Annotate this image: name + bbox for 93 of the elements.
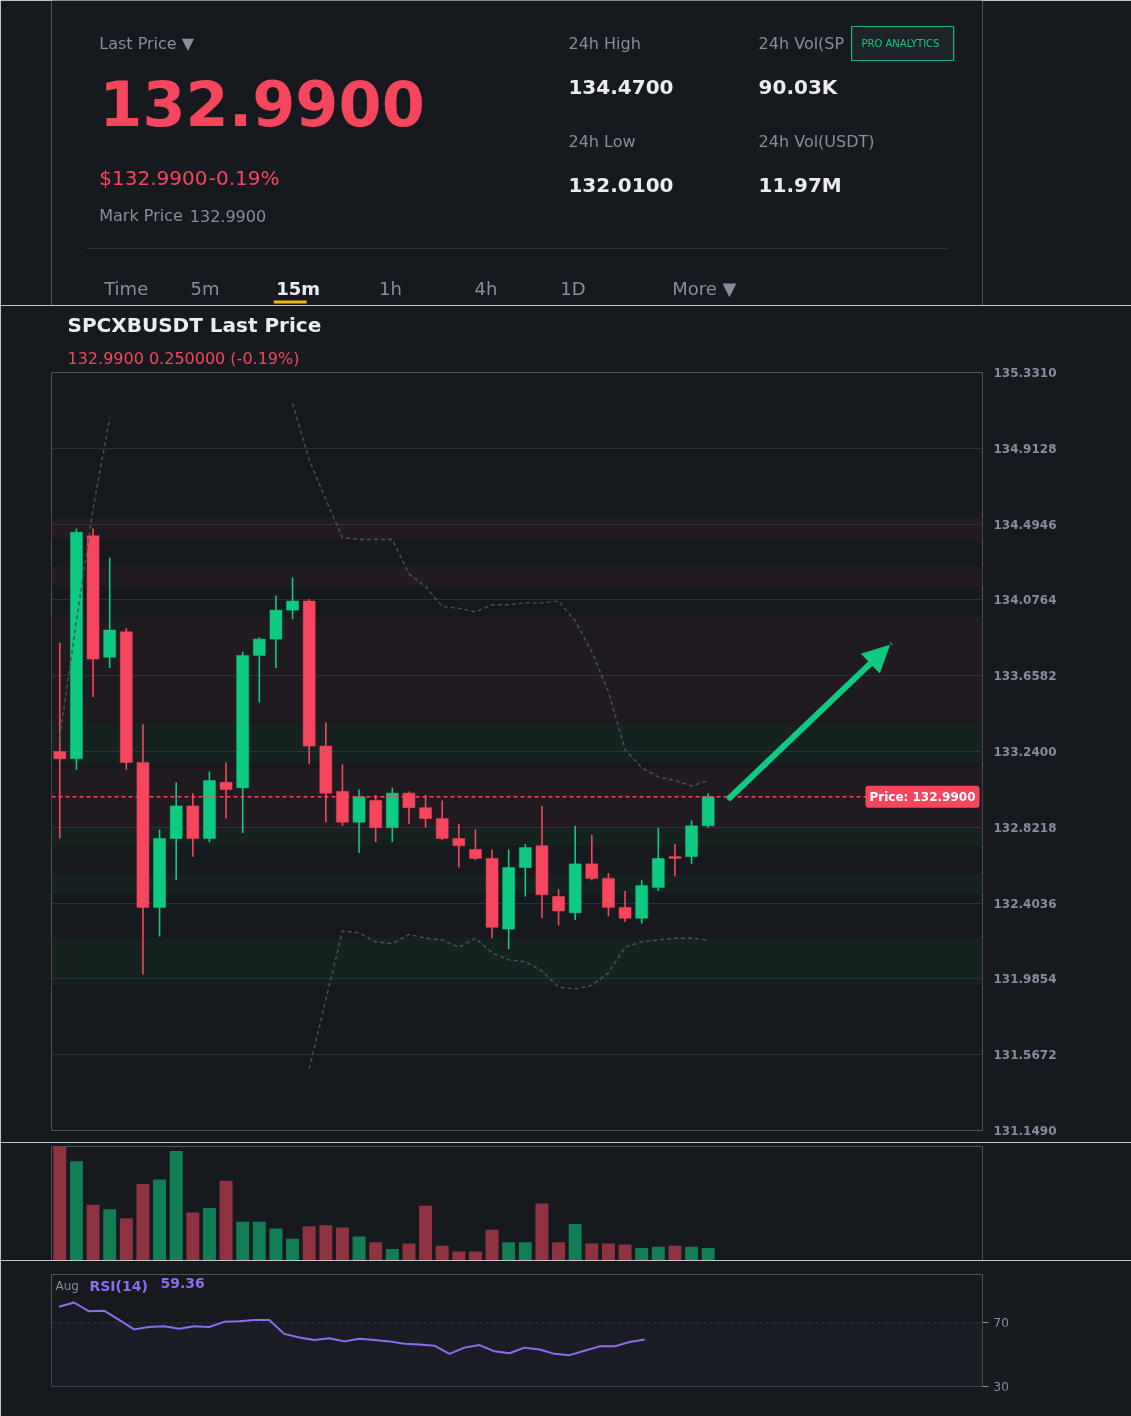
text: 24h Vol(SP (758, 34, 845, 53)
candlestick (519, 843, 532, 898)
bar (668, 1245, 682, 1260)
y-tick-label: 70 (993, 1316, 1009, 1330)
y-tick-label: 135.3310 (993, 366, 1057, 380)
bar (69, 1161, 83, 1260)
text: PRO ANALYTICS (861, 38, 940, 49)
text: 1h (379, 278, 402, 299)
text: Time (103, 278, 149, 299)
bar (335, 1227, 349, 1260)
bar (219, 1180, 233, 1260)
bar (535, 1203, 549, 1260)
text: Mark Price (99, 206, 183, 225)
candlestick (452, 823, 466, 869)
text: 11.97M (758, 172, 842, 197)
y-tick-label: 132.4036 (993, 896, 1057, 911)
line-series (308, 930, 709, 1070)
bar (435, 1245, 449, 1260)
y-tick-label: 134.4946 (993, 517, 1057, 532)
bar (119, 1218, 133, 1260)
candlestick (435, 799, 449, 842)
y-tick-label: 131.1490 (993, 1124, 1057, 1138)
text: 4h (474, 278, 498, 299)
bar (169, 1151, 183, 1260)
text: 24h High (568, 34, 641, 53)
bar (153, 1179, 167, 1260)
bar (568, 1224, 582, 1260)
bar (685, 1246, 699, 1260)
text: -0.19% (208, 165, 280, 190)
candlestick (286, 576, 299, 620)
bar (452, 1251, 466, 1260)
bar (136, 1184, 150, 1260)
bar (186, 1212, 200, 1260)
bar (352, 1236, 366, 1260)
text: 134.4700 (568, 74, 674, 99)
y-tick-label: 134.9128 (993, 441, 1057, 456)
bar (518, 1242, 532, 1260)
annotation: 59.36 (160, 1274, 205, 1291)
text: More ▼ (672, 278, 737, 299)
bar (468, 1251, 482, 1260)
bar (269, 1228, 283, 1260)
bar (236, 1221, 250, 1260)
candlestick (618, 890, 632, 923)
bar (585, 1243, 599, 1260)
bar (252, 1221, 266, 1260)
bar (651, 1246, 665, 1260)
bar (635, 1247, 649, 1260)
bar (103, 1209, 117, 1260)
text: 132.9900 (99, 67, 425, 141)
ref-line-label: Price: 132.9900 (869, 789, 976, 804)
candlestick (668, 843, 682, 878)
bar (286, 1238, 300, 1260)
bar (618, 1244, 632, 1260)
bar (402, 1243, 416, 1260)
chart-subtitle: 132.9900 0.250000 (-0.19%) (67, 348, 300, 368)
bar (53, 1146, 67, 1260)
y-tick-label: 133.2400 (993, 745, 1057, 759)
bar (385, 1249, 399, 1260)
text: 1D (560, 278, 586, 299)
text: 24h Low (568, 132, 636, 151)
bar (485, 1229, 499, 1260)
text: 90.03K (758, 74, 839, 99)
text: 24h Vol(USDT) (758, 132, 875, 151)
candlestick (253, 636, 266, 704)
bar (202, 1208, 216, 1260)
annotation: Aug (55, 1278, 79, 1293)
candlestick (585, 834, 599, 881)
series-label: RSI(14) (89, 1277, 148, 1294)
chart-title: SPCXBUSDT Last Price (67, 312, 322, 337)
bar (701, 1247, 715, 1260)
bar (319, 1225, 333, 1260)
bar (601, 1243, 615, 1260)
y-tick-label: 131.9854 (993, 972, 1057, 987)
text: 132.9900 (189, 206, 267, 226)
text: 5m (190, 278, 220, 299)
bar (86, 1204, 100, 1260)
candlestick (469, 828, 482, 862)
y-tick-label: 30 (993, 1380, 1009, 1394)
bar (302, 1226, 316, 1260)
y-tick-label: 133.6582 (993, 669, 1057, 684)
text: 15m (276, 278, 321, 299)
y-tick-label: 134.0764 (993, 593, 1057, 608)
text: Last Price ▼ (99, 34, 195, 53)
bar (419, 1205, 433, 1260)
line-series (58, 1301, 646, 1357)
y-tick-label: 131.5672 (993, 1048, 1057, 1063)
bar (502, 1242, 516, 1260)
text: 132.0100 (568, 172, 674, 197)
bar (552, 1242, 566, 1260)
bar (369, 1242, 383, 1260)
candlestick (552, 888, 565, 927)
y-tick-label: 132.8218 (993, 820, 1057, 835)
text: $132.9900 (99, 165, 208, 190)
